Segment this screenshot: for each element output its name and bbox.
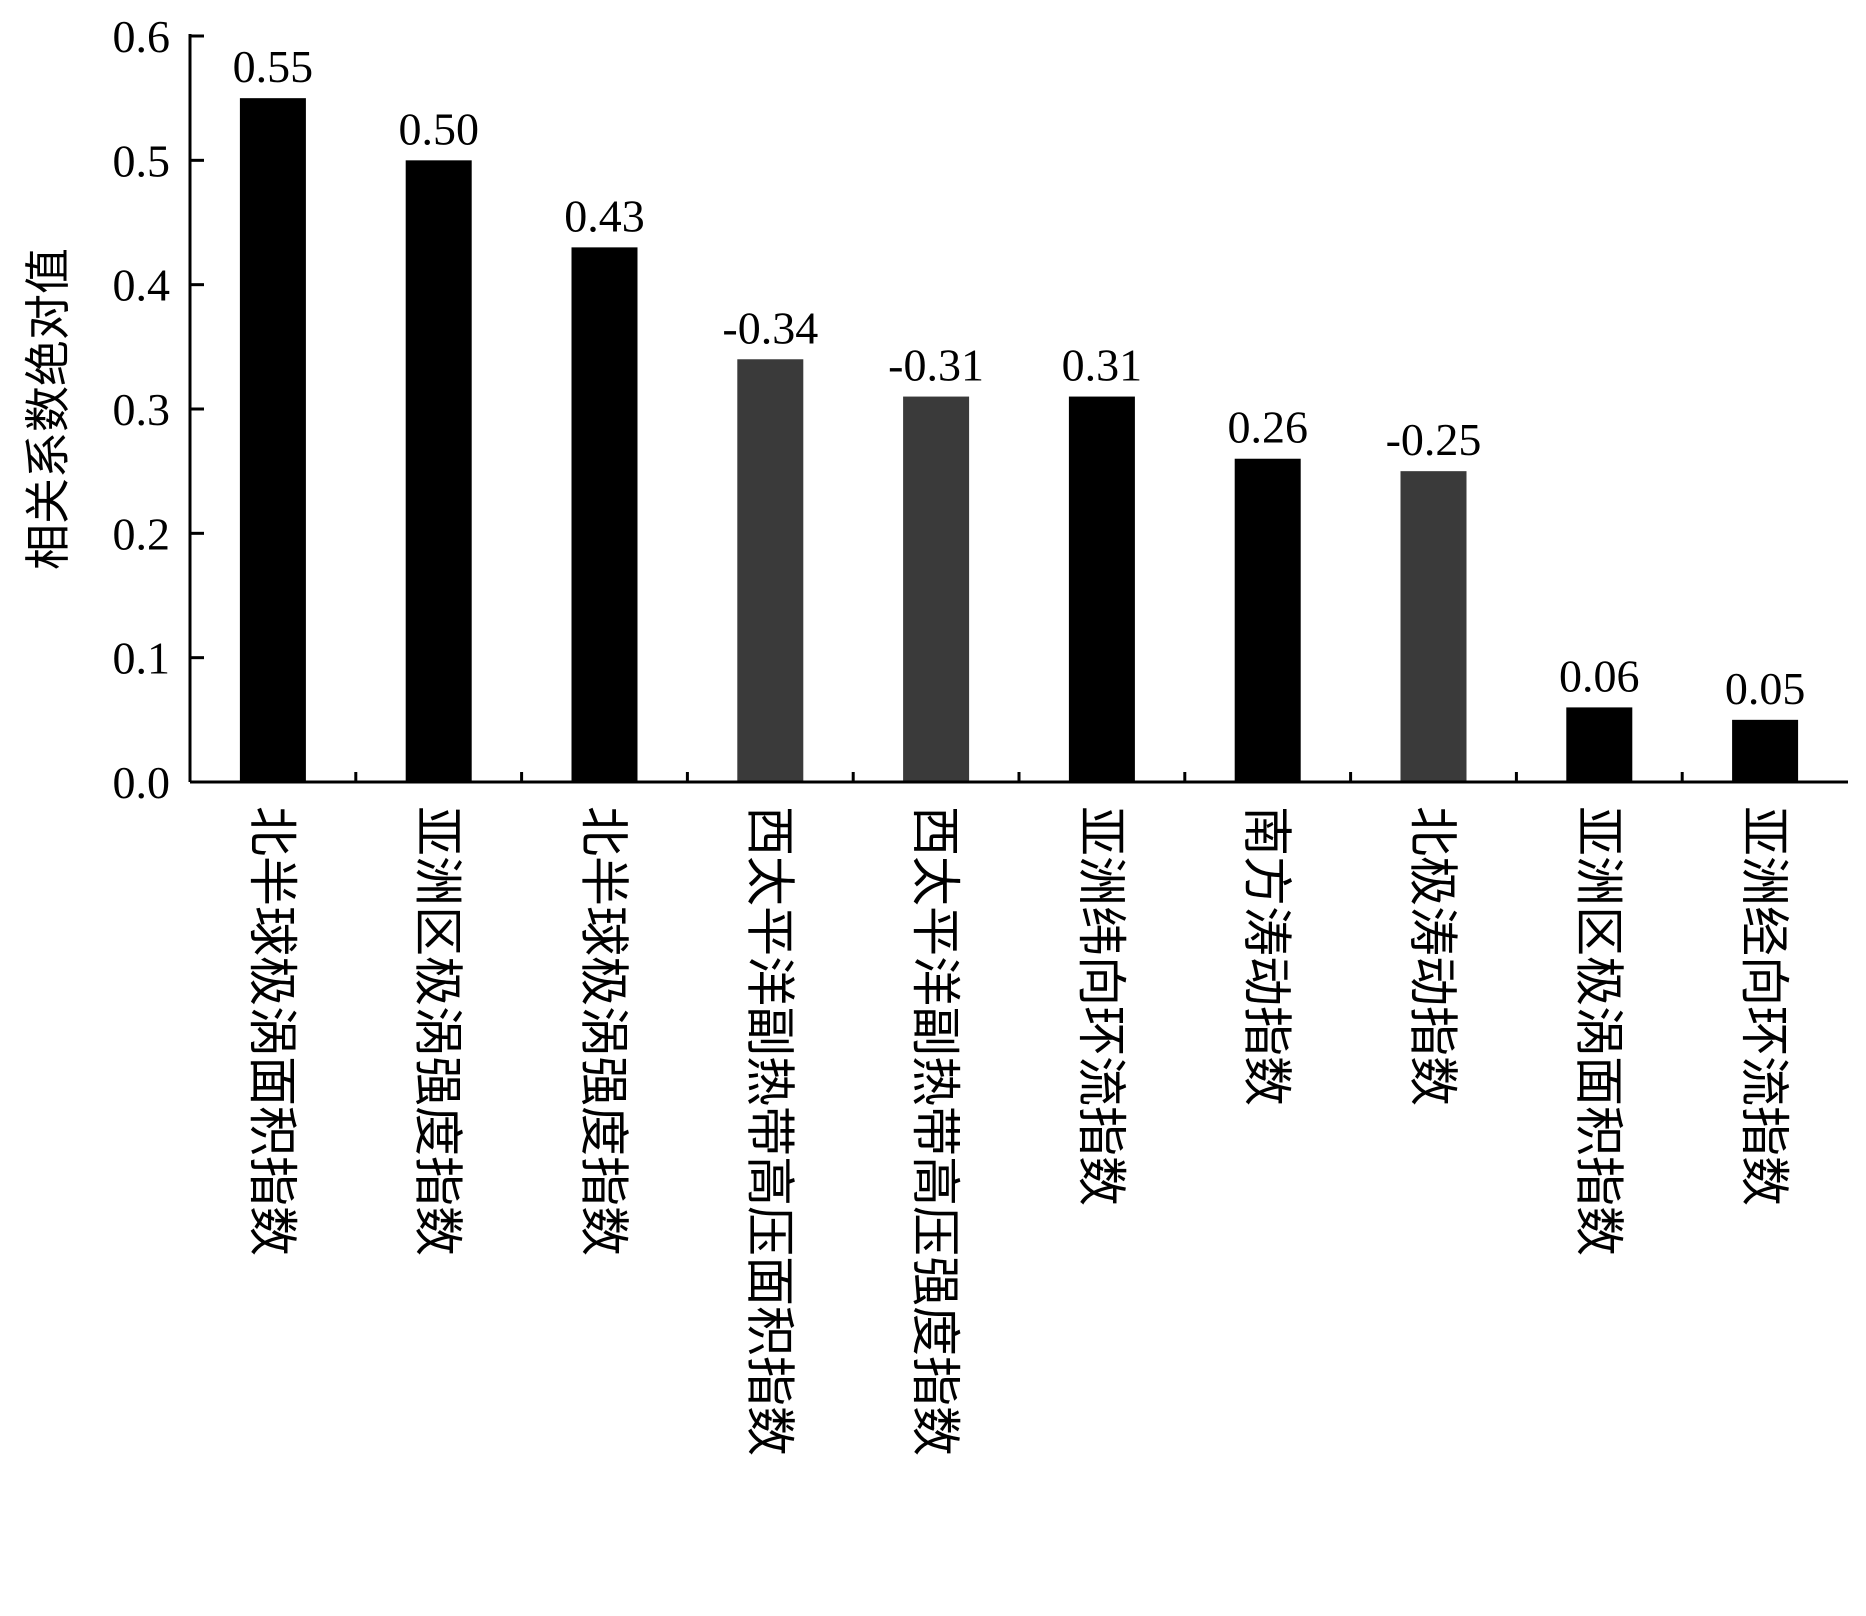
category-label: 亚洲纬向环流指数 [1072, 806, 1130, 1206]
bar [1732, 719, 1799, 782]
category-label: 北半球极涡强度指数 [575, 806, 633, 1256]
bar [1400, 471, 1467, 782]
bar [405, 160, 472, 783]
category-label: 亚洲经向环流指数 [1735, 806, 1793, 1206]
bar [1068, 396, 1135, 782]
bar-value-label: 0.50 [398, 103, 479, 154]
category-label: 北极涛动指数 [1404, 806, 1462, 1106]
bar-value-label: 0.05 [1725, 663, 1806, 714]
bar-value-label: -0.31 [888, 340, 984, 391]
category-label: 亚洲区极涡面积指数 [1569, 806, 1627, 1256]
bars [239, 98, 1799, 783]
bar-value-label: -0.25 [1386, 414, 1482, 465]
bar-value-label: 0.26 [1227, 402, 1308, 453]
bar [239, 98, 306, 782]
bar-value-label: 0.31 [1062, 340, 1143, 391]
bar [903, 396, 970, 782]
category-label: 亚洲区极涡强度指数 [409, 806, 467, 1256]
y-tick-label: 0.6 [113, 11, 171, 62]
category-label: 南方涛动指数 [1238, 806, 1296, 1106]
y-tick-label: 0.2 [113, 508, 171, 559]
data-labels: 0.55 0.50 0.43 -0.34 -0.31 0.31 0.26 -0.25 0.06 0… [233, 41, 1806, 714]
y-tick-label: 0.1 [113, 633, 171, 684]
y-axis-title: 相关系数绝对值 [21, 248, 75, 570]
category-label: 西太平洋副热带高压强度指数 [906, 806, 964, 1456]
category-labels: 北半球极涡面积指数 亚洲区极涡强度指数 北半球极涡强度指数 西太平洋副热带高压面积指数… [243, 806, 1793, 1456]
bar [571, 247, 638, 782]
bar-value-label: 0.55 [233, 41, 314, 92]
category-label: 北半球极涡面积指数 [243, 806, 301, 1256]
bar-value-label: -0.34 [722, 302, 818, 353]
y-tick-label: 0.3 [113, 384, 171, 435]
y-tick-label: 0.4 [113, 260, 171, 311]
bar [1234, 458, 1301, 782]
y-tick-label: 0.0 [113, 757, 171, 808]
y-axis-ticks: 0.0 0.1 0.2 0.3 0.4 0.5 0.6 [113, 11, 204, 808]
bar [1566, 707, 1633, 782]
x-axis-ticks [354, 772, 1684, 782]
y-tick-label: 0.5 [113, 135, 171, 186]
category-label: 西太平洋副热带高压面积指数 [740, 806, 798, 1456]
bar-value-label: 0.06 [1559, 650, 1640, 701]
bar [737, 359, 804, 782]
bar-value-label: 0.43 [564, 190, 645, 241]
